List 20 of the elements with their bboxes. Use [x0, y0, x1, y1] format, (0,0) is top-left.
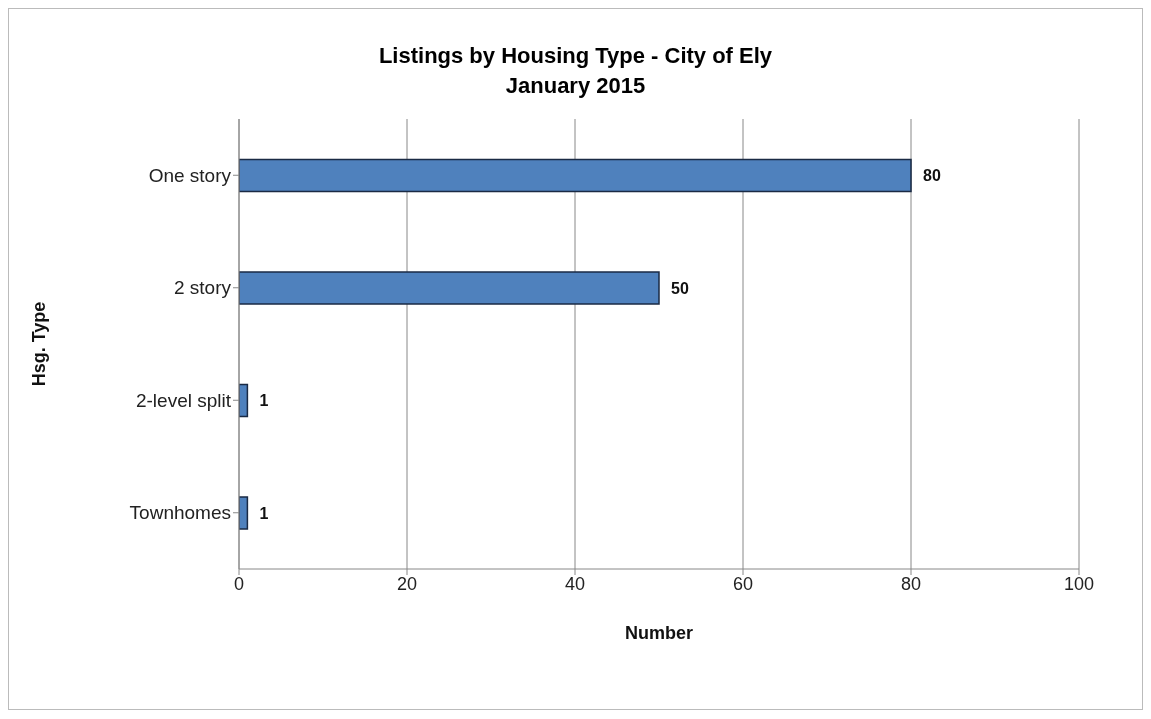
x-tick-label: 100: [1063, 573, 1095, 594]
data-label: 80: [923, 167, 941, 185]
x-tick-label: 60: [732, 573, 754, 594]
y-tick-label: Townhomes: [129, 502, 231, 524]
y-tick-label: One story: [148, 164, 232, 186]
chart-title: Listings by Housing Type - City of Ely: [377, 43, 774, 69]
data-label: 1: [259, 504, 269, 522]
x-axis-title: Number: [624, 623, 694, 643]
data-label: 50: [671, 279, 689, 297]
x-tick-label: 20: [396, 573, 418, 594]
data-label: 1: [259, 392, 269, 410]
y-axis-title: Hsg. Type: [29, 301, 50, 387]
chart-subtitle: January 2015: [504, 73, 647, 99]
bar: [239, 158, 912, 193]
x-tick-label: 80: [900, 573, 922, 594]
x-tick-label: 0: [233, 573, 245, 594]
x-tick-label: 40: [564, 573, 586, 594]
bar: [239, 271, 660, 305]
y-tick-label: 2 story: [173, 277, 232, 299]
y-tick-label: 2-level split: [135, 389, 232, 411]
